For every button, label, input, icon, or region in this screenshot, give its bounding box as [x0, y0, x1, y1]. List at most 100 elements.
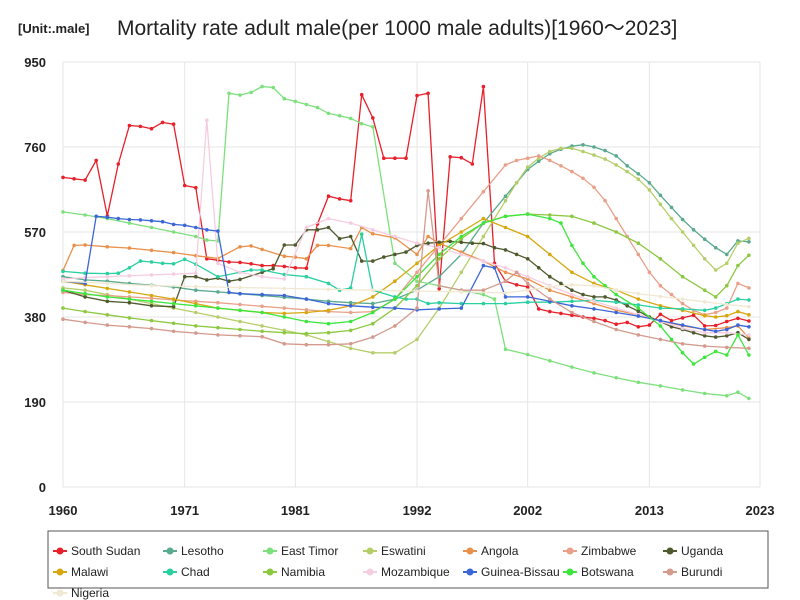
data-point [736, 297, 740, 301]
data-point [725, 327, 729, 332]
data-point [536, 154, 541, 158]
data-point [415, 93, 419, 98]
data-point [194, 274, 198, 279]
data-point [238, 327, 242, 332]
data-point [371, 259, 375, 263]
x-tick-label: 2002 [513, 503, 542, 518]
data-point [216, 229, 220, 233]
data-point [205, 278, 209, 282]
data-point [581, 261, 585, 266]
data-point [304, 342, 309, 347]
data-point [691, 313, 696, 318]
data-point [61, 279, 65, 284]
data-point [592, 371, 596, 375]
data-point [725, 261, 729, 266]
data-point [592, 316, 596, 321]
data-point [713, 315, 718, 319]
data-point [415, 306, 419, 310]
data-point [116, 271, 121, 276]
data-point [647, 270, 652, 275]
legend-swatch-marker [266, 568, 274, 576]
data-point [725, 319, 729, 324]
data-point [216, 239, 220, 243]
data-point [182, 257, 187, 262]
data-point [548, 309, 552, 314]
data-point [747, 325, 751, 329]
data-point [127, 246, 132, 250]
data-point [171, 272, 176, 276]
data-point [548, 213, 552, 217]
data-point [415, 283, 419, 288]
data-point [581, 176, 585, 181]
series-line-lesotho [62, 144, 749, 305]
data-point [614, 322, 618, 327]
data-point [182, 183, 187, 188]
data-point [713, 329, 718, 334]
data-point [525, 257, 530, 261]
data-point [326, 321, 331, 326]
data-point [691, 330, 696, 335]
legend-label: Namibia [281, 565, 325, 579]
data-point [481, 263, 486, 268]
data-point [61, 269, 65, 274]
legend-label: Chad [181, 565, 210, 579]
data-point [238, 302, 242, 307]
data-point [592, 299, 596, 304]
data-point [702, 324, 707, 328]
data-point [426, 241, 430, 245]
data-point [216, 300, 220, 305]
legend-item-eswatini: Eswatini [363, 544, 426, 558]
data-point [61, 210, 65, 214]
data-point [61, 288, 65, 293]
legend-swatch-marker [666, 568, 674, 576]
legend-swatch-marker [56, 589, 64, 597]
data-point [747, 396, 751, 401]
legend-label: Nigeria [71, 586, 109, 600]
data-point [481, 288, 486, 293]
data-point [238, 93, 242, 97]
legend-label: Eswatini [381, 544, 426, 558]
data-point [680, 316, 685, 320]
data-point [359, 232, 364, 236]
data-point [503, 214, 508, 219]
legend-label: Zimbabwe [581, 544, 637, 558]
data-point [592, 221, 596, 225]
data-point [238, 260, 242, 265]
data-point [636, 309, 641, 314]
data-point [260, 292, 264, 297]
data-point [525, 300, 530, 305]
data-point [503, 301, 508, 306]
legend-swatch-marker [466, 568, 474, 576]
data-point [437, 307, 442, 311]
data-point [481, 241, 486, 246]
data-point [514, 158, 519, 163]
data-point [725, 302, 729, 307]
legend-swatch-marker [566, 568, 574, 576]
y-tick-label: 190 [24, 395, 46, 410]
data-point [393, 324, 397, 328]
data-point [725, 353, 729, 357]
data-point [592, 319, 596, 324]
data-point [713, 245, 718, 250]
data-point [702, 355, 707, 360]
data-point [548, 149, 552, 154]
data-point [691, 228, 696, 232]
data-point [725, 345, 729, 350]
data-point [592, 185, 596, 190]
data-point [282, 286, 287, 291]
data-point [548, 297, 552, 301]
legend-label: Malawi [71, 565, 108, 579]
data-point [371, 310, 375, 315]
data-point [382, 156, 386, 160]
data-point [669, 205, 674, 210]
data-point [725, 313, 729, 318]
y-tick-label: 760 [24, 140, 46, 155]
data-point [691, 362, 696, 366]
data-point [260, 263, 264, 268]
data-point [315, 243, 320, 248]
data-point [216, 333, 220, 337]
data-point [83, 213, 87, 217]
legend-label: Angola [481, 544, 519, 558]
data-point [171, 321, 176, 326]
